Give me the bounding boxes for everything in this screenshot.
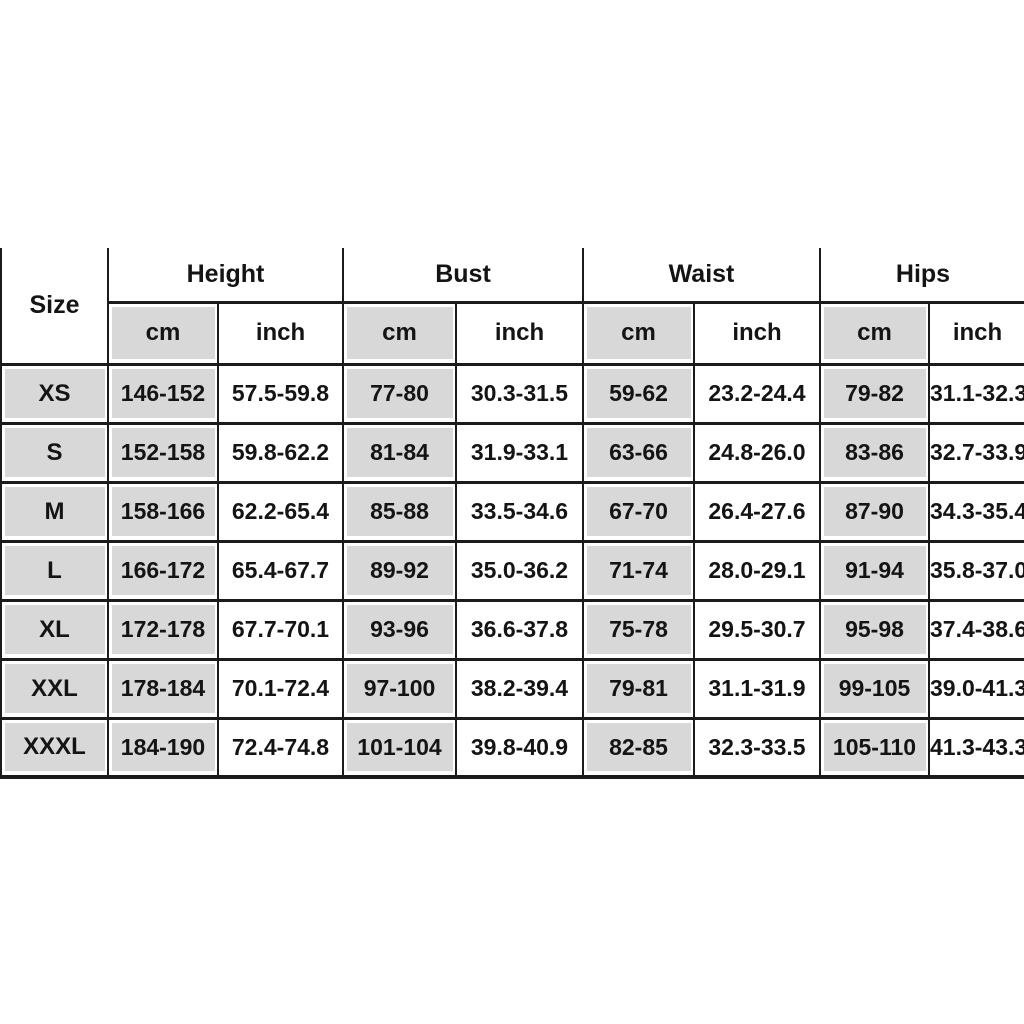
hips-inch-cell: 39.0-41.3 xyxy=(928,657,1024,720)
bust-cm-cell: 89-92 xyxy=(342,539,457,602)
waist-cm-cell: 63-66 xyxy=(582,421,695,484)
size-cell: XXXL xyxy=(0,716,109,779)
size-chart-table: Size Height Bust Waist Hips cm inch cm i… xyxy=(0,248,1024,779)
bust-inch-cell: 35.0-36.2 xyxy=(455,539,584,602)
height-inch-cell: 57.5-59.8 xyxy=(217,362,344,425)
height-inch-cell: 65.4-67.7 xyxy=(217,539,344,602)
bust-group-header: Bust xyxy=(342,248,584,304)
height-cm-cell: 158-166 xyxy=(107,480,219,543)
hips-cm-cell: 79-82 xyxy=(819,362,930,425)
size-cell: M xyxy=(0,480,109,543)
table-row-xs: XS 146-152 57.5-59.8 77-80 30.3-31.5 59-… xyxy=(0,362,1024,425)
hips-inch-cell: 31.1-32.3 xyxy=(928,362,1024,425)
waist-cm-cell: 59-62 xyxy=(582,362,695,425)
bust-cm-cell: 93-96 xyxy=(342,598,457,661)
waist-inch-cell: 29.5-30.7 xyxy=(693,598,821,661)
waist-cm-cell: 79-81 xyxy=(582,657,695,720)
bust-cm-cell: 85-88 xyxy=(342,480,457,543)
height-cm-cell: 172-178 xyxy=(107,598,219,661)
table-row-xl: XL 172-178 67.7-70.1 93-96 36.6-37.8 75-… xyxy=(0,598,1024,661)
bust-cm-header: cm xyxy=(342,300,457,366)
height-cm-cell: 184-190 xyxy=(107,716,219,779)
height-cm-cell: 152-158 xyxy=(107,421,219,484)
hips-cm-header: cm xyxy=(819,300,930,366)
height-cm-cell: 146-152 xyxy=(107,362,219,425)
hips-cm-cell: 99-105 xyxy=(819,657,930,720)
waist-inch-cell: 24.8-26.0 xyxy=(693,421,821,484)
hips-cm-cell: 83-86 xyxy=(819,421,930,484)
waist-cm-cell: 75-78 xyxy=(582,598,695,661)
bust-inch-cell: 39.8-40.9 xyxy=(455,716,584,779)
waist-inch-cell: 28.0-29.1 xyxy=(693,539,821,602)
hips-inch-cell: 32.7-33.9 xyxy=(928,421,1024,484)
bust-inch-cell: 31.9-33.1 xyxy=(455,421,584,484)
bust-inch-cell: 33.5-34.6 xyxy=(455,480,584,543)
size-cell: XS xyxy=(0,362,109,425)
size-cell: XXL xyxy=(0,657,109,720)
bust-inch-cell: 36.6-37.8 xyxy=(455,598,584,661)
unit-header-row: cm inch cm inch cm inch cm inch xyxy=(1,300,1024,366)
height-cm-cell: 166-172 xyxy=(107,539,219,602)
size-cell: S xyxy=(0,421,109,484)
table-row-s: S 152-158 59.8-62.2 81-84 31.9-33.1 63-6… xyxy=(0,421,1024,484)
bust-cm-cell: 97-100 xyxy=(342,657,457,720)
height-cm-cell: 178-184 xyxy=(107,657,219,720)
table-row-l: L 166-172 65.4-67.7 89-92 35.0-36.2 71-7… xyxy=(0,539,1024,602)
bust-cm-cell: 77-80 xyxy=(342,362,457,425)
table-row-xxl: XXL 178-184 70.1-72.4 97-100 38.2-39.4 7… xyxy=(0,657,1024,720)
bust-inch-cell: 30.3-31.5 xyxy=(455,362,584,425)
hips-inch-cell: 35.8-37.0 xyxy=(928,539,1024,602)
waist-inch-cell: 23.2-24.4 xyxy=(693,362,821,425)
size-cell: L xyxy=(0,539,109,602)
group-header-row: Size Height Bust Waist Hips xyxy=(0,248,1024,366)
bust-cm-cell: 101-104 xyxy=(342,716,457,779)
height-cm-header: cm xyxy=(107,300,219,366)
height-group-header: Height xyxy=(107,248,344,304)
bust-inch-cell: 38.2-39.4 xyxy=(455,657,584,720)
waist-cm-cell: 82-85 xyxy=(582,716,695,779)
hips-cm-cell: 95-98 xyxy=(819,598,930,661)
waist-cm-cell: 67-70 xyxy=(582,480,695,543)
hips-cm-cell: 105-110 xyxy=(819,716,930,779)
height-inch-cell: 62.2-65.4 xyxy=(217,480,344,543)
bust-inch-header: inch xyxy=(455,300,584,366)
height-inch-cell: 67.7-70.1 xyxy=(217,598,344,661)
waist-group-header: Waist xyxy=(582,248,821,304)
hips-inch-cell: 41.3-43.3 xyxy=(928,716,1024,779)
hips-inch-cell: 37.4-38.6 xyxy=(928,598,1024,661)
bust-cm-cell: 81-84 xyxy=(342,421,457,484)
hips-group-header: Hips xyxy=(819,248,1024,304)
table-row-m: M 158-166 62.2-65.4 85-88 33.5-34.6 67-7… xyxy=(0,480,1024,543)
waist-cm-header: cm xyxy=(582,300,695,366)
height-inch-cell: 59.8-62.2 xyxy=(217,421,344,484)
hips-inch-cell: 34.3-35.4 xyxy=(928,480,1024,543)
size-cell: XL xyxy=(0,598,109,661)
waist-inch-cell: 31.1-31.9 xyxy=(693,657,821,720)
height-inch-header: inch xyxy=(217,300,344,366)
waist-cm-cell: 71-74 xyxy=(582,539,695,602)
hips-cm-cell: 91-94 xyxy=(819,539,930,602)
hips-inch-header: inch xyxy=(928,300,1024,366)
height-inch-cell: 70.1-72.4 xyxy=(217,657,344,720)
height-inch-cell: 72.4-74.8 xyxy=(217,716,344,779)
size-column-header: Size xyxy=(0,248,109,366)
waist-inch-cell: 26.4-27.6 xyxy=(693,480,821,543)
table-row-xxxl: XXXL 184-190 72.4-74.8 101-104 39.8-40.9… xyxy=(0,716,1024,779)
waist-inch-header: inch xyxy=(693,300,821,366)
waist-inch-cell: 32.3-33.5 xyxy=(693,716,821,779)
hips-cm-cell: 87-90 xyxy=(819,480,930,543)
